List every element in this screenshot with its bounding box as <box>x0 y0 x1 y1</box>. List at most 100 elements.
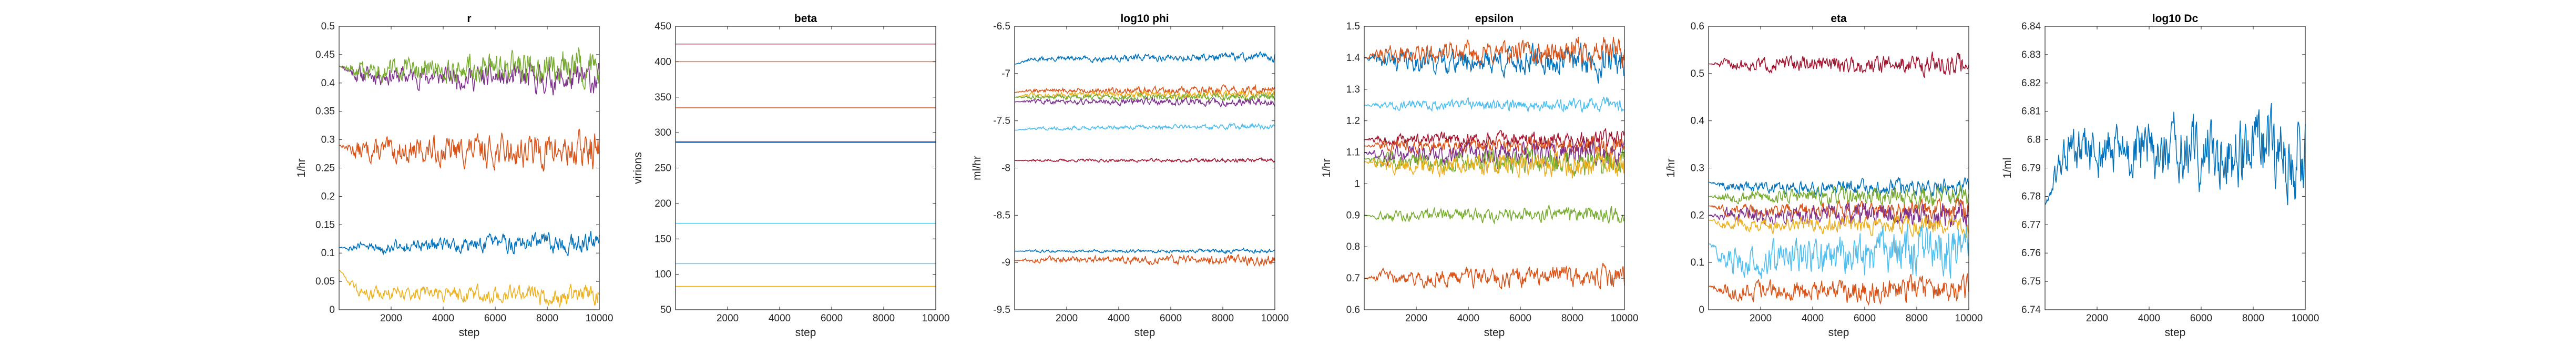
axes-box <box>1014 26 1275 310</box>
y-tick-label: 6.77 <box>2021 219 2041 230</box>
series-line-7 <box>1364 147 1625 179</box>
x-tick-label: 6000 <box>484 313 506 324</box>
x-axis-label: step <box>1134 327 1156 339</box>
y-axis-label: virions <box>632 152 644 184</box>
x-axis-label: step <box>2165 327 2186 339</box>
series-line-3 <box>339 231 600 257</box>
y-tick-label: -8.5 <box>993 210 1010 221</box>
chart-panel-1: 2000 4000 6000 8000 10000 50 100 150 200 250 300 35… <box>632 13 949 339</box>
axes-box <box>2045 26 2306 310</box>
series-line-7 <box>1708 273 1969 306</box>
y-tick-label: 150 <box>655 234 671 245</box>
x-tick-label: 8000 <box>1212 313 1234 324</box>
y-tick-label: 6.79 <box>2021 163 2041 174</box>
y-tick-label: -8 <box>1001 163 1010 174</box>
x-tick-label: 4000 <box>1457 313 1479 324</box>
y-tick-label: 0.25 <box>315 163 335 174</box>
y-tick-label: 1.5 <box>1346 21 1360 32</box>
y-tick-label: 6.84 <box>2021 21 2041 32</box>
y-tick-label: 0.8 <box>1346 241 1360 252</box>
y-tick-label: -7 <box>1001 68 1010 79</box>
y-tick-label: 6.74 <box>2021 305 2041 316</box>
y-tick-label: 0 <box>1699 305 1704 316</box>
x-tick-label: 4000 <box>1802 313 1824 324</box>
y-axis-label: 1/hr <box>1665 158 1677 177</box>
series-group <box>1364 36 1625 290</box>
y-tick-label: 0.1 <box>321 248 335 259</box>
y-tick-label: 0.2 <box>321 191 335 202</box>
x-tick-label: 6000 <box>1160 313 1182 324</box>
y-tick-label: 0 <box>329 305 335 316</box>
series-line-1 <box>1709 176 1969 198</box>
chart-panel-3: 2000 4000 6000 8000 10000 0.6 0.7 0.8 0.9 1 1.1 1.2… <box>1321 13 1638 339</box>
x-tick-label: 8000 <box>873 313 895 324</box>
chart-title: epsilon <box>1475 13 1514 25</box>
y-axis-label: 1/ml <box>2001 158 2013 179</box>
y-tick-label: 6.76 <box>2021 248 2041 259</box>
chart-panel-2: 2000 4000 6000 8000 10000 -9.5 -9 -8.5 -8 -7.5 -7 -… <box>971 13 1289 339</box>
y-tick-label: 200 <box>655 198 671 209</box>
series-line-6 <box>1015 157 1275 164</box>
y-tick-label: -9 <box>1001 257 1010 268</box>
y-axis-label: 1/hr <box>1321 158 1333 177</box>
y-tick-label: -9.5 <box>993 305 1010 316</box>
y-tick-label: 0.15 <box>315 219 335 230</box>
y-tick-label: 6.78 <box>2021 191 2041 202</box>
y-tick-label: 0.1 <box>1691 257 1704 268</box>
y-tick-label: 6.8 <box>2027 135 2041 146</box>
x-axis-label: step <box>1828 327 1849 339</box>
y-tick-label: 0.7 <box>1346 273 1360 284</box>
y-tick-label: 0.5 <box>321 21 335 32</box>
y-tick-label: 100 <box>655 269 671 280</box>
y-tick-label: 0.4 <box>321 78 335 89</box>
series-line-4 <box>1364 135 1625 157</box>
axes-box <box>675 26 936 310</box>
x-tick-label: 10000 <box>1611 313 1639 324</box>
chart-title: log10 Dc <box>2152 13 2199 25</box>
series-line-2 <box>1708 185 1969 210</box>
series-line-8 <box>1364 204 1625 225</box>
y-axis-label: 1/hr <box>295 158 308 177</box>
y-tick-label: 0.3 <box>1691 163 1704 174</box>
x-tick-label: 2000 <box>717 313 739 324</box>
x-axis-label: step <box>1484 327 1505 339</box>
x-tick-label: 10000 <box>1261 313 1289 324</box>
series-group <box>2045 103 2306 206</box>
chart-title: eta <box>1831 13 1847 25</box>
series-line-6 <box>1708 224 1969 279</box>
y-tick-label: 0.4 <box>1691 116 1705 127</box>
y-tick-label: 0.2 <box>1691 210 1704 221</box>
x-tick-label: 4000 <box>1108 313 1130 324</box>
y-axis-label: ml/hr <box>971 156 983 180</box>
x-axis-label: step <box>795 327 816 339</box>
x-tick-label: 2000 <box>380 313 402 324</box>
series-line-4 <box>1015 96 1275 108</box>
x-tick-label: 2000 <box>1405 313 1427 324</box>
series-line-0 <box>1014 51 1275 65</box>
y-tick-label: -7.5 <box>993 116 1010 127</box>
y-tick-label: 0.6 <box>1691 21 1704 32</box>
y-tick-label: 0.5 <box>1691 68 1704 79</box>
x-tick-label: 8000 <box>536 313 558 324</box>
x-tick-label: 2000 <box>1056 313 1078 324</box>
x-tick-label: 2000 <box>1750 313 1772 324</box>
series-line-5 <box>1708 215 1969 239</box>
y-tick-label: 300 <box>655 127 671 138</box>
y-tick-label: 0.05 <box>315 276 335 287</box>
chart-title: r <box>467 13 471 25</box>
x-tick-label: 10000 <box>2292 313 2319 324</box>
series-line-7 <box>1015 247 1275 254</box>
x-tick-label: 4000 <box>769 313 791 324</box>
series-group <box>339 46 600 308</box>
series-line-1 <box>339 46 600 90</box>
y-tick-label: 0.45 <box>315 49 335 60</box>
series-line-1 <box>1364 36 1625 70</box>
series-line-2 <box>339 128 600 172</box>
x-tick-label: 6000 <box>2190 313 2212 324</box>
y-tick-label: 400 <box>655 56 671 67</box>
x-tick-label: 4000 <box>2138 313 2160 324</box>
x-tick-label: 10000 <box>1955 313 1983 324</box>
chart-panel-4: 2000 4000 6000 8000 10000 0 0.1 0.2 0.3 0.4 0.5 0.6… <box>1665 13 1982 339</box>
x-tick-label: 6000 <box>1854 313 1876 324</box>
series-group <box>1708 52 1969 306</box>
